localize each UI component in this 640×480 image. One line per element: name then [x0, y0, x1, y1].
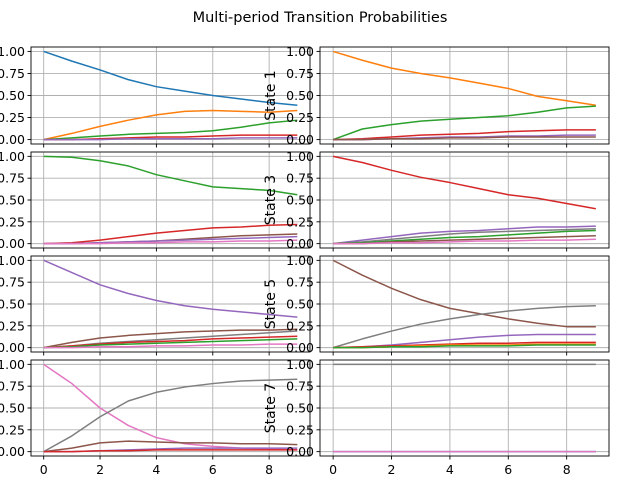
- y-tick-label: 0.50: [286, 401, 314, 416]
- y-tick-label: 0.25: [0, 422, 25, 437]
- x-tick-label: 4: [152, 462, 160, 477]
- y-tick-label: 0.00: [286, 236, 314, 251]
- y-tick-label: 0.25: [286, 318, 314, 333]
- y-tick-label: 0.00: [286, 132, 314, 147]
- y-tick-label: 0.00: [0, 444, 25, 459]
- series-line-6: [43, 239, 298, 245]
- x-tick-label: 0: [329, 462, 337, 477]
- y-tick-label: 0.50: [286, 88, 314, 103]
- x-tick-label: 0: [40, 462, 48, 477]
- series-line-4: [43, 259, 298, 318]
- series-line-5: [332, 259, 596, 328]
- series-line-1: [332, 50, 596, 106]
- series-line-7: [333, 228, 596, 245]
- y-tick-label: 1.00: [286, 44, 314, 59]
- series-line-3: [43, 335, 298, 349]
- y-tick-label: 0.50: [286, 297, 314, 312]
- panel-6: 0.00 0.25 0.50 0.75 1.00 0 2 4 6 8: [0, 357, 311, 477]
- y-tick-label: 0.25: [0, 110, 25, 125]
- y-tick-label: 1.00: [0, 357, 25, 372]
- series-line-4: [43, 137, 298, 141]
- y-tick-label: 0.00: [286, 340, 314, 355]
- series-line-2: [43, 155, 298, 196]
- series-line-3: [43, 223, 298, 245]
- y-tick-label: 0.00: [286, 444, 314, 459]
- y-tick-label: 0.75: [0, 379, 25, 394]
- chart-title: Multi-period Transition Probabilities: [193, 10, 448, 26]
- panel-5: 0.00 0.25 0.50 0.75 1.00 State 5: [263, 253, 610, 356]
- series-line-2: [332, 105, 596, 141]
- y-tick-label: 0.75: [286, 66, 314, 81]
- panel-3: 0.00 0.25 0.50 0.75 1.00 State 3: [263, 149, 610, 252]
- y-tick-label: 0.25: [0, 318, 25, 333]
- y-tick-label: 1.00: [286, 253, 314, 268]
- y-tick-label: 0.50: [0, 88, 25, 103]
- panel-ylabel: State 1: [263, 70, 279, 120]
- y-tick-label: 0.00: [0, 340, 25, 355]
- series-line-3: [43, 449, 298, 453]
- x-tick-label: 2: [388, 462, 396, 477]
- series-line-3: [333, 129, 596, 141]
- series-line-5: [43, 328, 298, 349]
- series-line-7: [332, 305, 596, 349]
- y-tick-label: 0.00: [0, 236, 25, 251]
- x-tick-label: 2: [96, 462, 104, 477]
- y-tick-label: 1.00: [0, 253, 25, 268]
- x-tick-label: 6: [504, 462, 512, 477]
- y-tick-label: 0.75: [0, 171, 25, 186]
- y-tick-label: 0.50: [0, 193, 25, 208]
- series-line-3: [332, 155, 596, 210]
- x-tick-label: 8: [563, 462, 571, 477]
- series-line-2: [333, 229, 596, 245]
- panel-ylabel: State 7: [263, 383, 279, 433]
- x-tick-label: 6: [209, 462, 217, 477]
- series-line-2: [333, 344, 596, 349]
- series-line-5: [333, 136, 596, 141]
- y-tick-label: 1.00: [286, 357, 314, 372]
- y-tick-label: 0.25: [286, 422, 314, 437]
- y-tick-label: 0.50: [0, 401, 25, 416]
- y-tick-label: 0.75: [286, 171, 314, 186]
- y-tick-label: 0.75: [0, 275, 25, 290]
- y-tick-label: 1.00: [0, 149, 25, 164]
- x-tick-label: 4: [446, 462, 454, 477]
- series-line-4: [333, 225, 596, 245]
- panel-2: 0.00 0.25 0.50 0.75 1.00: [0, 149, 311, 252]
- panel-ylabel: State 3: [263, 175, 279, 225]
- x-tick-label: 8: [265, 462, 273, 477]
- series-line-7: [43, 378, 298, 453]
- y-tick-label: 0.50: [0, 297, 25, 312]
- panel-7: 0.00 0.25 0.50 0.75 1.00 0 2 4 6 8 State 7: [263, 357, 610, 477]
- series-line-5: [43, 440, 298, 453]
- y-tick-label: 0.50: [286, 193, 314, 208]
- series-line-6: [333, 238, 596, 245]
- y-tick-label: 0.75: [286, 379, 314, 394]
- panel-0: 0.00 0.25 0.50 0.75 1.00: [0, 44, 311, 148]
- series-line-1: [43, 109, 298, 141]
- y-tick-label: 0.00: [0, 132, 25, 147]
- series-line-2: [43, 119, 298, 141]
- y-tick-label: 0.25: [286, 110, 314, 125]
- y-tick-label: 1.00: [286, 149, 314, 164]
- series-line-2: [43, 338, 298, 349]
- panel-4: 0.00 0.25 0.50 0.75 1.00: [0, 253, 311, 356]
- y-tick-label: 0.75: [286, 275, 314, 290]
- y-tick-label: 1.00: [0, 44, 25, 59]
- series-line-6: [43, 343, 298, 349]
- panel-ylabel: State 5: [263, 279, 279, 329]
- series-line-0: [43, 50, 298, 106]
- y-tick-label: 0.75: [0, 66, 25, 81]
- y-tick-label: 0.25: [286, 214, 314, 229]
- panels: 0.00 0.25 0.50 0.75 1.00 0.00 0.25 0.50 0.75 1.00…: [0, 44, 610, 477]
- y-tick-label: 0.25: [0, 214, 25, 229]
- panel-1: 0.00 0.25 0.50 0.75 1.00 State 1: [263, 44, 610, 148]
- series-line-3: [333, 341, 596, 349]
